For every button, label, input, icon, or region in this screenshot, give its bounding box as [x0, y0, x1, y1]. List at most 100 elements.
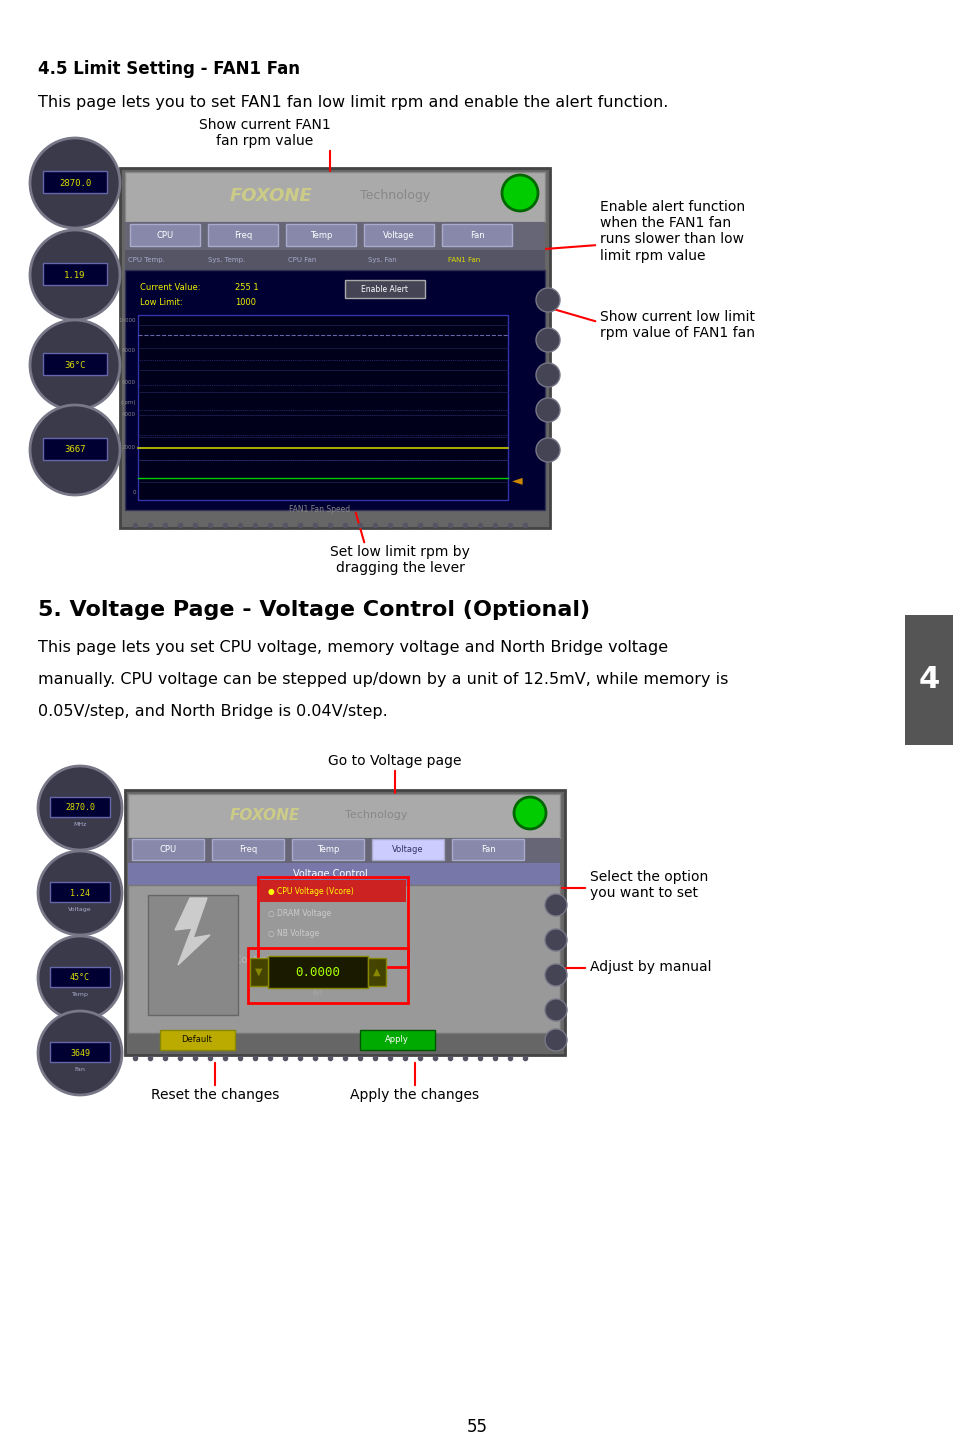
Text: ○ DRAM Voltage: ○ DRAM Voltage [268, 909, 331, 918]
Circle shape [544, 964, 566, 986]
Text: Sys. Fan: Sys. Fan [368, 257, 396, 263]
Text: Technology: Technology [345, 810, 407, 820]
Text: 2870.0: 2870.0 [59, 179, 91, 187]
Text: 1.19: 1.19 [64, 270, 86, 279]
Bar [128, 838, 559, 862]
Text: Current Value:: Current Value: [140, 283, 200, 292]
Text: 4: 4 [918, 665, 939, 694]
Text: 4000: 4000 [122, 412, 136, 417]
Bar [148, 894, 237, 1015]
Circle shape [38, 1011, 122, 1095]
Text: 3667: 3667 [64, 446, 86, 454]
Bar [160, 1029, 234, 1050]
Text: Fan: Fan [74, 1067, 86, 1072]
Text: 0.05V/step, and North Bridge is 0.04V/step.: 0.05V/step, and North Bridge is 0.04V/st… [38, 704, 387, 719]
Bar [212, 839, 284, 860]
Bar [125, 222, 544, 250]
Text: Enable alert function
when the FAN1 fan
runs slower than low
limit rpm value: Enable alert function when the FAN1 fan … [599, 200, 744, 263]
Bar [50, 797, 110, 817]
Circle shape [544, 894, 566, 916]
Bar [208, 224, 277, 245]
Text: 36°C: 36°C [64, 360, 86, 369]
Bar [128, 794, 559, 838]
Bar [43, 439, 107, 460]
Bar [441, 224, 512, 245]
Bar [128, 862, 559, 886]
Text: Apply the changes: Apply the changes [350, 1088, 479, 1102]
Bar [292, 839, 364, 860]
Text: CPU Temp.: CPU Temp. [128, 257, 165, 263]
Circle shape [536, 328, 559, 351]
Bar [248, 948, 408, 1003]
Text: FAN1 Fan Speed: FAN1 Fan Speed [289, 505, 350, 514]
Bar [132, 839, 204, 860]
Bar [260, 880, 406, 902]
Text: Voltage: Voltage [68, 908, 91, 912]
Text: Reset the changes: Reset the changes [151, 1088, 279, 1102]
Text: 255 1: 255 1 [234, 283, 258, 292]
Bar [359, 1029, 435, 1050]
Text: Go to Voltage page: Go to Voltage page [328, 754, 461, 768]
Bar [43, 263, 107, 285]
Text: Voltage: Voltage [383, 231, 415, 240]
Circle shape [501, 176, 537, 211]
Bar [125, 171, 544, 222]
Text: 10000: 10000 [118, 318, 136, 322]
Text: 55: 55 [466, 1419, 487, 1436]
Text: MHz: MHz [73, 822, 87, 828]
Text: Sys. Temp.: Sys. Temp. [208, 257, 245, 263]
Text: ▼: ▼ [255, 967, 262, 977]
Text: 2870.0: 2870.0 [65, 803, 95, 813]
Circle shape [544, 929, 566, 951]
Bar [257, 877, 408, 967]
Text: Adjust by manual: Adjust by manual [589, 960, 711, 974]
Text: FAN1 Fan: FAN1 Fan [448, 257, 479, 263]
Text: ◄: ◄ [512, 473, 522, 486]
Bar [128, 886, 559, 1032]
Bar [125, 270, 544, 510]
Text: Fan: Fan [469, 231, 484, 240]
Text: Low Limit:: Low Limit: [140, 298, 182, 306]
Bar [452, 839, 523, 860]
Text: ● CPU Voltage (Vcore): ● CPU Voltage (Vcore) [268, 887, 354, 896]
Bar [130, 224, 200, 245]
Bar [364, 224, 434, 245]
Text: FOXONE: FOXONE [230, 807, 300, 822]
Text: (V): (V) [313, 989, 323, 996]
Bar [120, 168, 550, 529]
Text: 4.5 Limit Setting - FAN1 Fan: 4.5 Limit Setting - FAN1 Fan [38, 60, 299, 78]
Text: ○ NB Voltage: ○ NB Voltage [268, 928, 319, 938]
Circle shape [30, 138, 120, 228]
Bar [50, 881, 110, 902]
Text: FOXONE: FOXONE [230, 187, 313, 205]
Bar [43, 353, 107, 375]
Text: Show current low limit
rpm value of FAN1 fan: Show current low limit rpm value of FAN1… [599, 309, 754, 340]
Text: Voltage Control: Voltage Control [293, 868, 367, 878]
Text: Set low limit rpm by
dragging the lever: Set low limit rpm by dragging the lever [330, 544, 470, 575]
Text: Voltage Control: Voltage Control [194, 955, 270, 966]
Text: 6000: 6000 [122, 380, 136, 385]
Bar [286, 224, 355, 245]
Bar [372, 839, 443, 860]
Text: Freq: Freq [238, 845, 257, 854]
Text: Temp: Temp [316, 845, 339, 854]
Circle shape [536, 287, 559, 312]
Text: 3649: 3649 [70, 1048, 90, 1057]
Text: Temp: Temp [71, 992, 89, 998]
Text: This page lets you to set FAN1 fan low limit rpm and enable the alert function.: This page lets you to set FAN1 fan low l… [38, 94, 668, 110]
Circle shape [30, 229, 120, 319]
Text: (rpm): (rpm) [120, 399, 136, 405]
Bar [268, 955, 368, 987]
Text: Technology: Technology [359, 190, 430, 202]
Text: 1000: 1000 [234, 298, 255, 306]
Text: 0: 0 [132, 489, 136, 495]
Circle shape [514, 797, 545, 829]
Circle shape [30, 319, 120, 409]
Text: Apply: Apply [385, 1035, 409, 1044]
Text: Select the option
you want to set: Select the option you want to set [589, 870, 707, 900]
Text: Show current FAN1
fan rpm value: Show current FAN1 fan rpm value [199, 118, 331, 148]
Polygon shape [174, 897, 210, 966]
Text: CPU: CPU [159, 845, 176, 854]
Circle shape [38, 937, 122, 1019]
Circle shape [544, 999, 566, 1021]
